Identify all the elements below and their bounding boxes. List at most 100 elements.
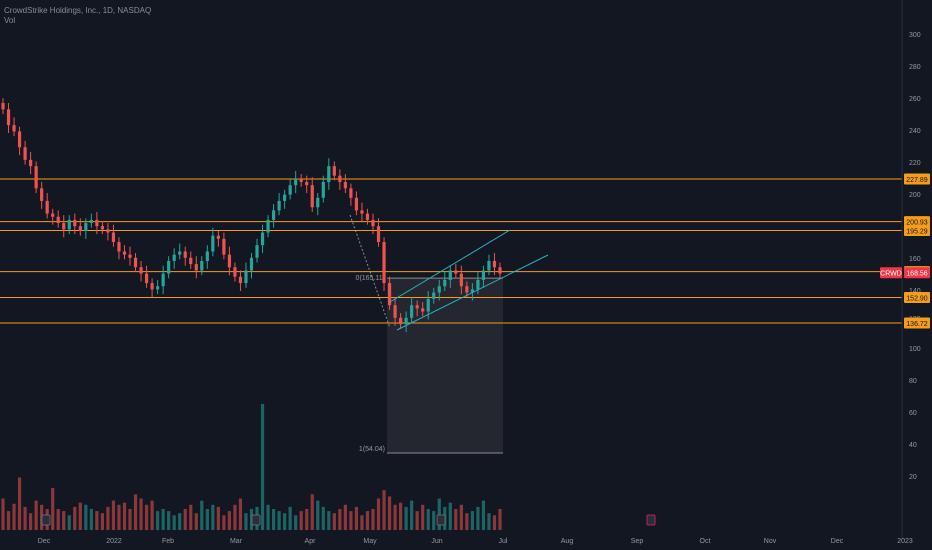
y-tick-label: 140 [909, 288, 921, 295]
volume-bar [260, 404, 265, 530]
volume-bar [399, 502, 403, 530]
event-flags [41, 514, 656, 526]
x-tick-label: Feb [162, 538, 174, 545]
volume-bar [294, 515, 298, 530]
candle-body [34, 166, 38, 189]
volume-bar [393, 504, 397, 530]
volume-bar [271, 509, 276, 530]
candle-body [29, 159, 33, 167]
volume-bar [172, 515, 176, 530]
candle-body [393, 305, 397, 318]
volume-bar [167, 511, 171, 530]
y-tick-label: 100 [909, 346, 921, 353]
candle-body [62, 223, 66, 230]
volume-bar [200, 500, 204, 530]
volume-bar [211, 504, 215, 530]
x-tick-label: Apr [305, 538, 317, 545]
volume-bar [283, 513, 287, 530]
volume-bar [128, 509, 132, 530]
volume-bar [327, 511, 331, 530]
candle-body [404, 317, 408, 325]
volume-bar [316, 500, 320, 530]
y-tick-label: 260 [909, 96, 921, 103]
level-badge-label: 195.29 [906, 228, 928, 235]
chart-subtitle: Vol [4, 16, 16, 25]
volume-bar [321, 506, 325, 530]
channel-lower [396, 254, 549, 331]
volume-bar [487, 513, 491, 530]
candle-body [283, 194, 287, 201]
candle-body [227, 254, 232, 268]
candle-body [205, 251, 209, 261]
candle-body [144, 273, 149, 284]
candle-body [310, 185, 314, 208]
volume-bar [382, 490, 386, 530]
candle-body [172, 254, 176, 261]
volume-bar [73, 506, 77, 530]
candle-body [294, 178, 298, 186]
level-badge [904, 216, 930, 228]
volume-bar [156, 511, 160, 530]
candle-body [128, 254, 132, 258]
level-badge-label: 200.93 [906, 220, 928, 227]
volume-bar [437, 498, 441, 530]
volume-bar [6, 511, 11, 530]
candle-body [432, 292, 436, 299]
volume-bar [249, 509, 254, 530]
candle-body [365, 213, 370, 220]
volume-bar [23, 506, 27, 530]
candle-body [178, 251, 182, 255]
candle-body [487, 260, 491, 271]
last-price-badge [904, 267, 930, 279]
candle-body [343, 181, 347, 189]
earnings-flag-icon [251, 514, 261, 526]
volume-bar [410, 500, 414, 530]
candle-body [167, 260, 171, 274]
y-tick-label: 200 [909, 192, 921, 199]
candle-body [360, 210, 364, 214]
time-axis[interactable]: Dec 2022 Feb Mar Apr May Jun Jul Aug Sep Oct Nov Dec… [38, 538, 913, 545]
x-tick-label: Jun [431, 538, 442, 545]
candle-body [100, 226, 104, 230]
y-tick-label: 80 [909, 378, 917, 385]
volume-bar [216, 506, 220, 530]
candle-body [200, 260, 204, 271]
volume-bar [338, 509, 342, 530]
last-price-label: 168.56 [906, 271, 928, 278]
channel-upper [389, 229, 511, 303]
volume-bar [415, 511, 419, 530]
volume-bar [244, 513, 248, 530]
candle-body [415, 305, 419, 309]
candle-body [189, 257, 193, 265]
volume-bar [29, 513, 33, 530]
volume-bar [12, 503, 16, 530]
candle-body [139, 267, 143, 274]
candle-body [111, 232, 116, 243]
volume-bar [78, 502, 82, 530]
volume-bar [150, 500, 154, 530]
volume-bar [111, 500, 116, 530]
candle-body [6, 109, 11, 126]
level-badge [904, 173, 930, 185]
fib-label-0: 0(165.11) [356, 275, 385, 282]
x-tick-label: Dec [38, 538, 51, 545]
volume-bar [305, 509, 309, 530]
volume-bar [343, 504, 347, 530]
level-badge [904, 291, 930, 303]
volume-bar [178, 513, 182, 530]
x-tick-label: 2023 [897, 538, 913, 545]
candle-body [117, 242, 121, 252]
candle-body [410, 305, 414, 318]
candle-body [78, 226, 82, 231]
candlesticks [1, 98, 502, 333]
upcoming-earnings-flag-icon [646, 514, 656, 526]
volume-bar [299, 511, 303, 530]
candle-body [45, 200, 49, 214]
candle-body [156, 286, 160, 290]
earnings-flag-icon [41, 514, 51, 526]
candle-body [448, 270, 452, 280]
volume-bar [95, 511, 99, 530]
level-badge [904, 224, 930, 236]
volume-bar [62, 511, 66, 530]
